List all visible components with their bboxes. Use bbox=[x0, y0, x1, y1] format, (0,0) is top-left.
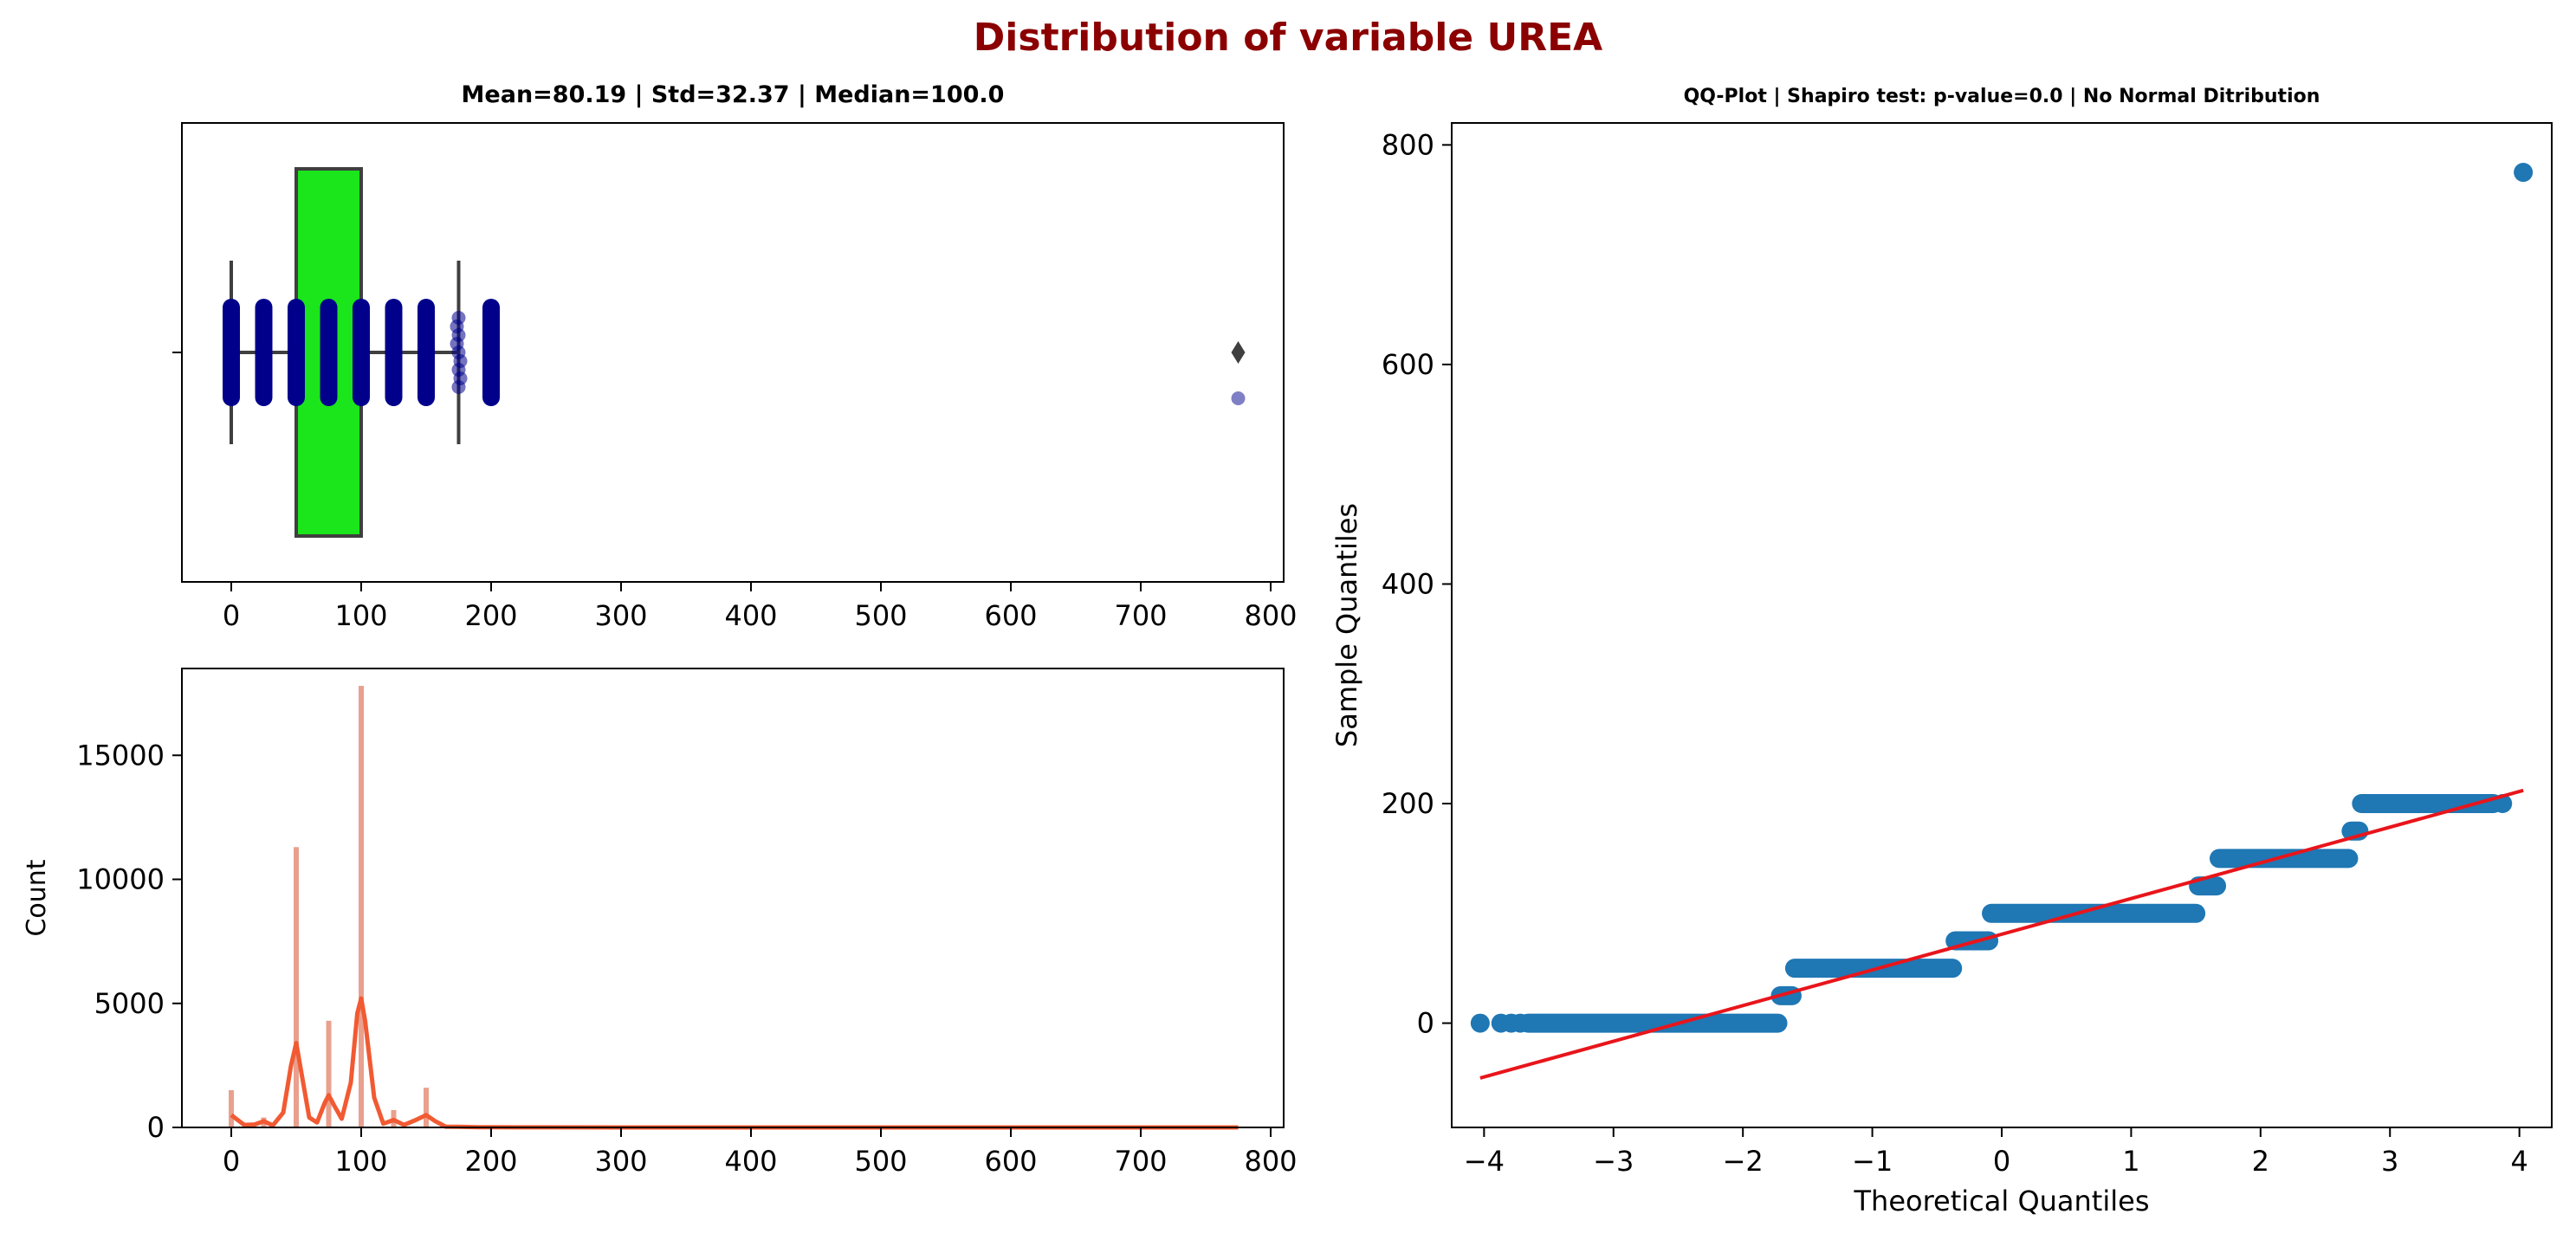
x-tick-label: 200 bbox=[464, 1145, 517, 1178]
histogram-bar bbox=[359, 686, 364, 1127]
boxplot-marks bbox=[223, 167, 1246, 538]
x-tick-label: 100 bbox=[334, 599, 387, 632]
histogram-panel: 0 100 200 300 400 500 600 700 800 0 5000 10000 1500… bbox=[22, 668, 1298, 1178]
x-tick-label: 3 bbox=[2381, 1145, 2398, 1178]
boxplot-x-axis: 0 100 200 300 400 500 600 700 800 bbox=[223, 582, 1298, 632]
y-tick-label: 200 bbox=[1382, 787, 1434, 820]
x-tick-label: 500 bbox=[854, 599, 907, 632]
histogram-frame bbox=[181, 668, 1285, 1128]
y-tick-label: 600 bbox=[1382, 348, 1434, 381]
x-tick-label: −1 bbox=[1852, 1145, 1893, 1178]
x-tick-label: −2 bbox=[1723, 1145, 1764, 1178]
qqplot-marks bbox=[1470, 163, 2534, 1080]
x-tick-label: 800 bbox=[1244, 599, 1297, 632]
qqplot-y-label: Sample Quantiles bbox=[1330, 503, 1363, 747]
y-tick-label: 400 bbox=[1382, 567, 1434, 600]
y-tick-label: 0 bbox=[147, 1111, 165, 1144]
x-tick-label: 600 bbox=[984, 1145, 1037, 1178]
figure-title: Distribution of variable UREA bbox=[974, 16, 1602, 60]
y-tick-label: 15000 bbox=[76, 739, 165, 772]
y-tick-label: 5000 bbox=[94, 987, 165, 1020]
qq-point bbox=[1511, 1013, 1531, 1033]
x-tick-label: 200 bbox=[464, 599, 517, 632]
x-tick-label: 0 bbox=[223, 1145, 240, 1178]
x-tick-label: 400 bbox=[724, 599, 777, 632]
qqplot-title: QQ-Plot | Shapiro test: p-value=0.0 | No… bbox=[1684, 86, 2320, 107]
x-tick-label: 700 bbox=[1114, 599, 1167, 632]
qq-fit-line bbox=[1479, 788, 2524, 1080]
qqplot-frame bbox=[1451, 122, 2553, 1128]
x-tick-label: 800 bbox=[1244, 1145, 1297, 1178]
qq-point bbox=[1470, 1013, 1490, 1033]
x-tick-label: 4 bbox=[2510, 1145, 2527, 1178]
histogram-y-label: Count bbox=[22, 859, 52, 936]
x-tick-label: 100 bbox=[334, 1145, 387, 1178]
qqplot-x-label: Theoretical Quantiles bbox=[1854, 1185, 2150, 1217]
qqplot-x-axis: −4 −3 −2 −1 0 1 2 3 4 bbox=[1464, 1127, 2528, 1178]
outlier-marker bbox=[1231, 341, 1246, 364]
qqplot-panel: QQ-Plot | Shapiro test: p-value=0.0 | No… bbox=[1330, 86, 2553, 1217]
qq-point bbox=[2514, 163, 2534, 183]
histogram-bar bbox=[326, 1020, 332, 1127]
histogram-bar bbox=[424, 1088, 429, 1127]
x-tick-label: 0 bbox=[223, 599, 240, 632]
x-tick-label: 600 bbox=[984, 599, 1037, 632]
strip-point bbox=[451, 380, 466, 394]
x-tick-label: 1 bbox=[2122, 1145, 2139, 1178]
x-tick-label: 500 bbox=[854, 1145, 907, 1178]
x-tick-label: 700 bbox=[1114, 1145, 1167, 1178]
x-tick-label: 300 bbox=[594, 599, 647, 632]
histogram-bar bbox=[229, 1090, 234, 1127]
kde-line bbox=[230, 996, 1239, 1130]
histogram-x-axis: 0 100 200 300 400 500 600 700 800 bbox=[223, 1127, 1298, 1178]
qqplot-y-axis: 0 200 400 600 800 bbox=[1382, 128, 1452, 1040]
x-tick-label: 0 bbox=[1993, 1145, 2010, 1178]
boxplot-panel: Mean=80.19 | Std=32.37 | Median=100.0 0 1… bbox=[172, 81, 1298, 632]
strip-point bbox=[1231, 391, 1246, 405]
histogram-bar bbox=[294, 847, 299, 1127]
x-tick-label: 400 bbox=[724, 1145, 777, 1178]
y-tick-label: 0 bbox=[1417, 1007, 1434, 1040]
boxplot-title: Mean=80.19 | Std=32.37 | Median=100.0 bbox=[462, 81, 1005, 108]
x-tick-label: 300 bbox=[594, 1145, 647, 1178]
x-tick-label: −3 bbox=[1593, 1145, 1634, 1178]
y-tick-label: 10000 bbox=[76, 863, 165, 896]
histogram-y-axis: 0 5000 10000 15000 bbox=[76, 739, 182, 1144]
x-tick-label: −4 bbox=[1464, 1145, 1505, 1178]
x-tick-label: 2 bbox=[2252, 1145, 2269, 1178]
y-tick-label: 800 bbox=[1382, 128, 1434, 161]
histogram-marks bbox=[229, 686, 1241, 1130]
